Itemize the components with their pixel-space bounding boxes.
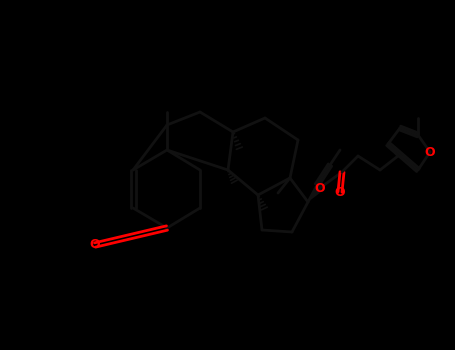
Text: O: O (315, 182, 325, 195)
Polygon shape (308, 186, 323, 202)
Text: O: O (335, 186, 345, 198)
Text: O: O (425, 146, 435, 159)
Text: O: O (90, 238, 100, 252)
